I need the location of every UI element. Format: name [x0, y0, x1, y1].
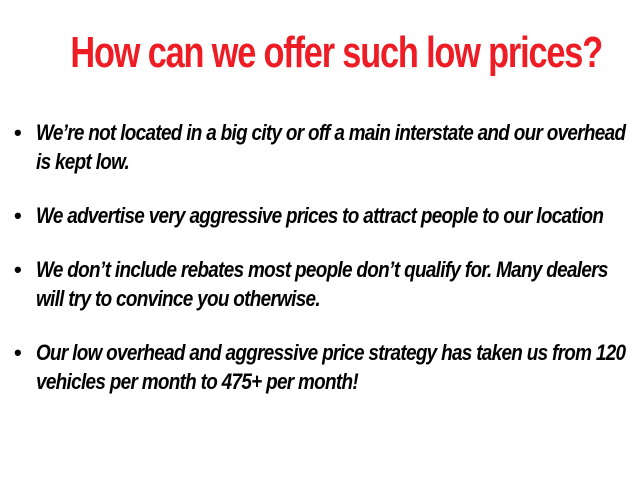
bullet-icon: • [14, 340, 22, 365]
bullet-item: • We advertise very aggressive prices to … [14, 201, 634, 230]
bullet-icon: • [14, 257, 22, 282]
bullet-list: • We’re not located in a big city or off … [14, 118, 634, 421]
bullet-text: We’re not located in a big city or off a… [36, 120, 626, 174]
bullet-item: • Our low overhead and aggressive price s… [14, 338, 634, 396]
bullet-text: Our low overhead and aggressive price st… [36, 340, 626, 394]
bullet-icon: • [14, 120, 22, 145]
bullet-item: • We don’t include rebates most people do… [14, 255, 634, 313]
bullet-text: We don’t include rebates most people don… [36, 257, 608, 311]
bullet-item: • We’re not located in a big city or off … [14, 118, 634, 176]
bullet-text: We advertise very aggressive prices to a… [36, 203, 604, 228]
slide-title: How can we offer such low prices? [70, 28, 603, 77]
bullet-icon: • [14, 203, 22, 228]
